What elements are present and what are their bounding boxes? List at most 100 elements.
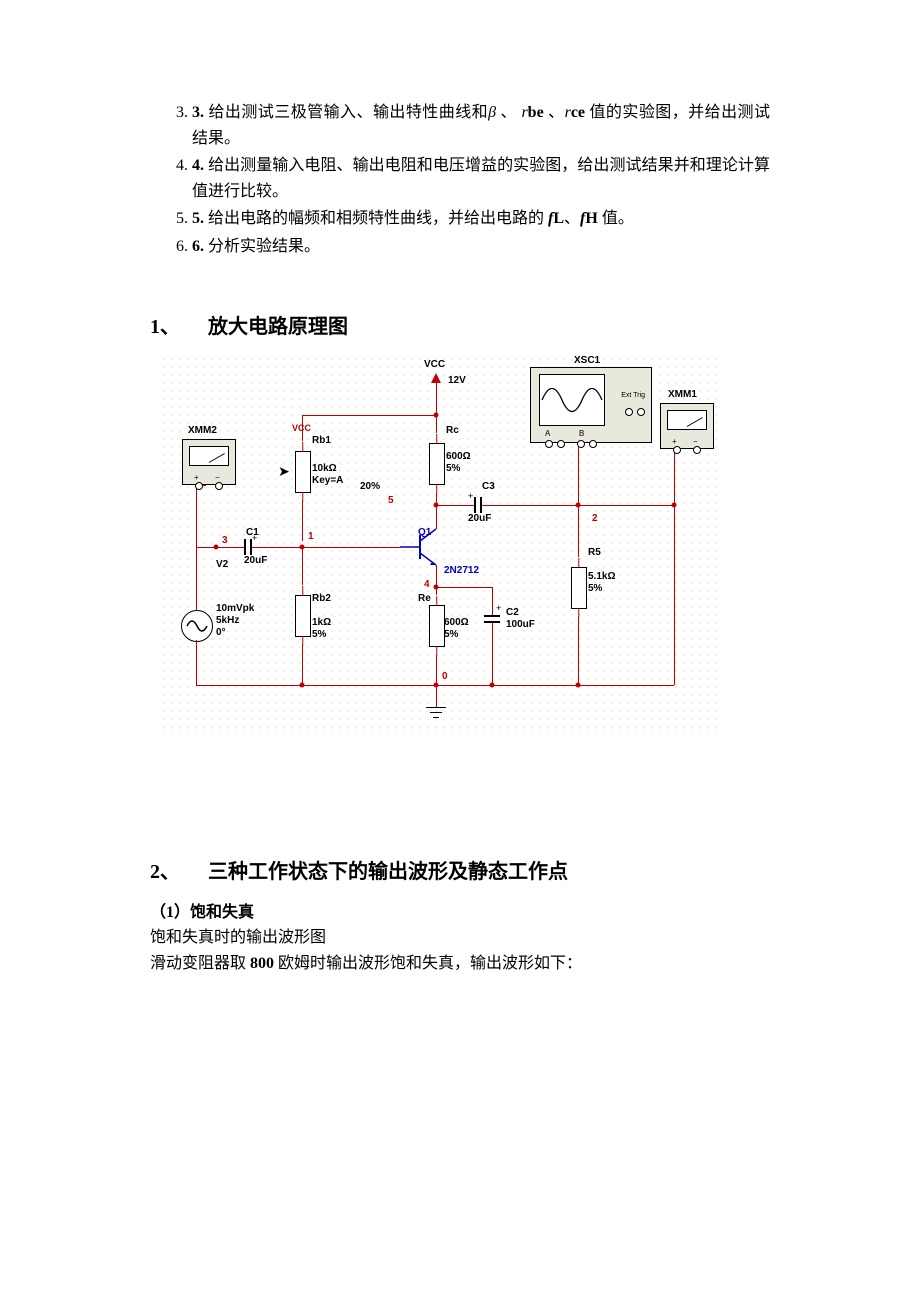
rb1-val: 10kΩ (312, 463, 337, 474)
c3-val: 20uF (468, 513, 491, 524)
rb1-key: Key=A (312, 475, 343, 486)
wire (436, 587, 492, 588)
rc-val: 600Ω (446, 451, 471, 462)
wire (492, 631, 493, 685)
wire (196, 547, 197, 611)
section-title: 放大电路原理图 (208, 316, 348, 338)
resistor-rb2 (295, 595, 311, 637)
item-text: 给出测量输入电阻、输出电阻和电压增益的实验图，给出测试结果并和理论计算值进行比较… (192, 157, 770, 200)
c2-val: 100uF (506, 619, 535, 630)
scope-ext-trig: Ext Trig (621, 392, 645, 399)
xmm1-label: XMM1 (668, 389, 697, 400)
list-item-4: 4. 给出测量输入电阻、输出电阻和电压增益的实验图，给出测试结果并和理论计算值进… (192, 153, 770, 204)
v2-freq: 5kHz (216, 615, 239, 626)
body-line: 滑动变阻器取 800 欧姆时输出波形饱和失真，输出波形如下： (150, 951, 770, 977)
r5-tol: 5% (588, 583, 602, 594)
section-title: 三种工作状态下的输出波形及静态工作点 (208, 861, 568, 883)
item-number: 6. (192, 238, 208, 255)
wire (302, 547, 303, 585)
node-5: 5 (388, 495, 394, 506)
wire (578, 505, 579, 557)
wire (196, 640, 197, 685)
list-item-5: 5. 给出电路的幅频和相频特性曲线，并给出电路的 fL、fH 值。 (192, 206, 770, 232)
rc-tol: 5% (446, 463, 460, 474)
re-val: 600Ω (444, 617, 469, 628)
body-line: 饱和失真时的输出波形图 (150, 925, 770, 951)
wire (436, 505, 437, 529)
q1-name: Q1 (418, 527, 431, 538)
section-number: 1、 (150, 316, 180, 338)
c2-name: C2 (506, 607, 519, 618)
scope-ch-b: B (579, 429, 584, 438)
node-1: 1 (308, 531, 314, 542)
wire (490, 505, 674, 506)
re-name: Re (418, 593, 431, 604)
wire (302, 547, 400, 548)
subsection-label: （1）饱和失真 (150, 900, 770, 926)
vcc-value: 12V (448, 375, 466, 386)
circuit-schematic: VCC 12V ➤ VCC Rb1 10kΩ Key=A 20% Rc 600Ω… (160, 355, 720, 735)
resistor-rb1 (295, 451, 311, 493)
item-text: 分析实验结果。 (208, 238, 320, 255)
re-tol: 5% (444, 629, 458, 640)
cap-plus-icon: + (468, 491, 473, 501)
multimeter-xmm1: +− (660, 403, 714, 449)
list-item-6: 6. 分析实验结果。 (192, 234, 770, 260)
resistor-re (429, 605, 445, 647)
wire (578, 617, 579, 685)
wire (196, 485, 197, 547)
rb1-pct: 20% (360, 481, 380, 492)
v2-name: V2 (216, 559, 228, 570)
node-4: 4 (424, 579, 430, 590)
wire (196, 547, 216, 548)
xmm2-label: XMM2 (188, 425, 217, 436)
node-0: 0 (442, 671, 448, 682)
resistor-r5 (571, 567, 587, 609)
cap-plus-icon: + (496, 603, 501, 613)
capacitor-c2: + (480, 607, 504, 631)
item-number: 4. (192, 157, 208, 174)
vcc-label: VCC (424, 359, 445, 370)
wire (674, 453, 675, 505)
q1-part: 2N2712 (444, 565, 479, 576)
node-dot-icon (576, 682, 581, 687)
ac-source-icon (181, 610, 213, 642)
rb2-name: Rb2 (312, 593, 331, 604)
potentiometer-arrow-icon: ➤ (278, 463, 290, 480)
wire (216, 547, 236, 548)
section-2-heading: 2、 三种工作状态下的输出波形及静态工作点 (150, 855, 770, 884)
wire (436, 505, 466, 506)
wire (436, 383, 437, 403)
section-number: 2、 (150, 861, 180, 883)
item-text: 给出测试三极管输入、输出特性曲线和β 、 rbe 、rce 值的实验图，并给出测… (192, 104, 770, 147)
node-dot-icon (300, 682, 305, 687)
r5-val: 5.1kΩ (588, 571, 615, 582)
rb2-tol: 5% (312, 629, 326, 640)
c3-name: C3 (482, 481, 495, 492)
v2-amp: 10mVpk (216, 603, 254, 614)
c1-name: C1 (246, 527, 259, 538)
node-2: 2 (592, 513, 598, 524)
rb1-name: Rb1 (312, 435, 331, 446)
wire (578, 447, 579, 505)
rb2-val: 1kΩ (312, 617, 331, 628)
wire (436, 685, 437, 697)
v2-phase: 0° (216, 627, 226, 638)
vcc-arrow-icon (431, 373, 441, 383)
wire (436, 415, 437, 433)
wire (492, 587, 493, 607)
item-number: 3. (192, 104, 208, 121)
wire (674, 505, 675, 685)
r5-name: R5 (588, 547, 601, 558)
wire (302, 645, 303, 685)
multimeter-xmm2: +− (182, 439, 236, 485)
wire (436, 655, 437, 685)
section-1-heading: 1、 放大电路原理图 (150, 310, 770, 339)
wire (302, 501, 303, 541)
xsc1-label: XSC1 (574, 355, 600, 366)
wire (260, 547, 302, 548)
list-item-3: 3. 给出测试三极管输入、输出特性曲线和β 、 rbe 、rce 值的实验图，并… (192, 100, 770, 151)
item-text: 给出电路的幅频和相频特性曲线，并给出电路的 fL、fH 值。 (208, 210, 634, 227)
resistor-rc (429, 443, 445, 485)
wire (436, 587, 437, 595)
